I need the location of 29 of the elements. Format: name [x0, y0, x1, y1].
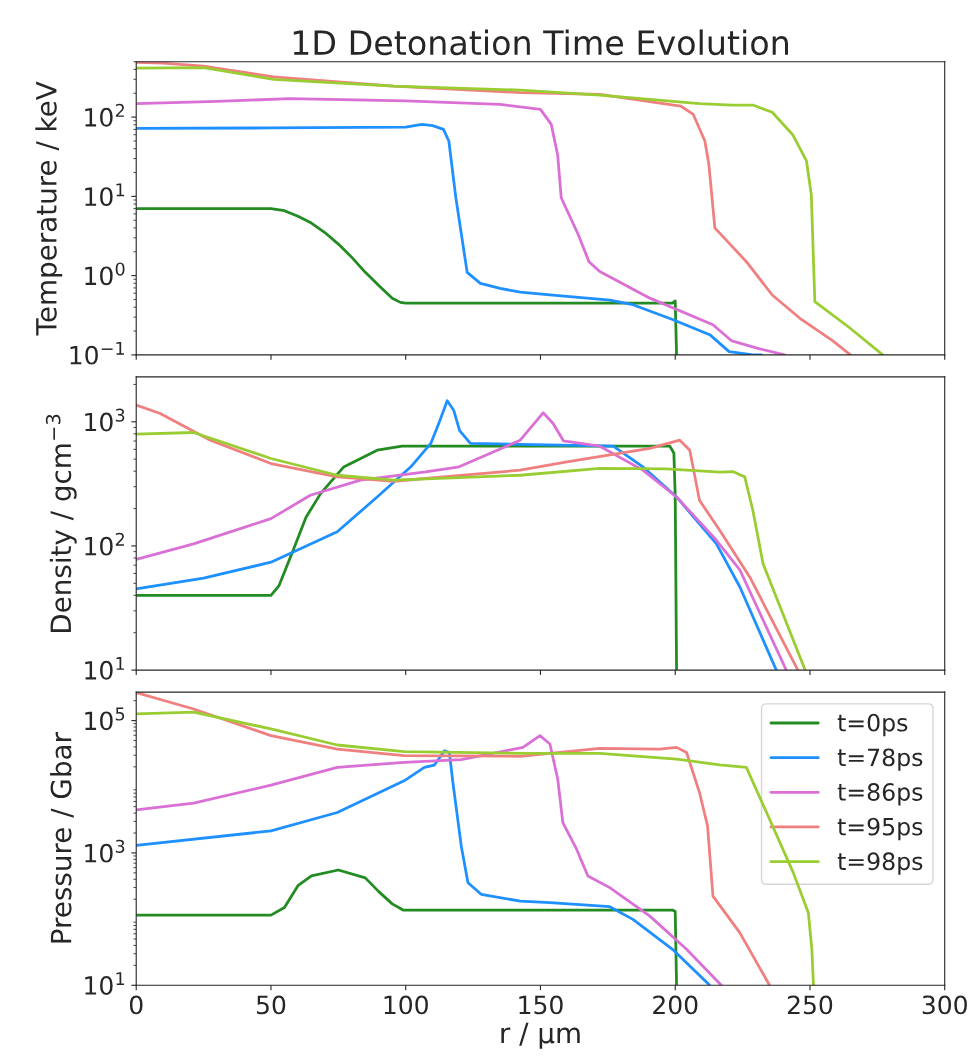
x-tick-label: 250: [787, 995, 833, 1015]
x-tick-label: 0: [129, 995, 143, 1015]
x-tick-label: 200: [653, 995, 698, 1015]
chart-title: 1D Detonation Time Evolution: [293, 29, 788, 56]
y-tick-label: 10$^{1}$: [85, 657, 125, 680]
y-tick-label: 10$^{3}$: [85, 408, 125, 432]
legend-label: t=86ps: [837, 783, 923, 806]
line-series: [136, 868, 678, 986]
y-tick-label: 10$^{1}$: [85, 183, 125, 207]
y-tick-label: 10$^{2}$: [85, 532, 124, 556]
x-tick-label: 100: [384, 995, 428, 1015]
y-tick-label: 10$^{3}$: [85, 839, 125, 863]
legend-label: t=98ps: [837, 852, 923, 875]
y-tick-label: 10$^{5}$: [85, 707, 125, 731]
x-axis-title: r / µm: [501, 1022, 580, 1049]
line-series: [136, 207, 678, 355]
x-tick-label: 50: [256, 995, 286, 1015]
y-tick-label: 10$^{−1}$: [70, 341, 124, 365]
y-axis-title: Density / gcm$^{−3}$: [45, 414, 77, 633]
legend-label: t=95ps: [837, 817, 923, 841]
y-axis-title: Temperature / keV: [35, 81, 63, 336]
y-tick-label: 10$^{1}$: [85, 972, 125, 995]
legend-label: t=78ps: [837, 748, 923, 771]
legend-label: t=0ps: [837, 713, 908, 737]
y-tick-label: 10$^{0}$: [85, 262, 125, 286]
y-axis-title: Pressure / Gbar: [50, 732, 74, 943]
y-tick-label: 10$^{2}$: [85, 103, 124, 127]
x-tick-label: 150: [519, 995, 563, 1015]
x-tick-label: 300: [922, 995, 967, 1015]
